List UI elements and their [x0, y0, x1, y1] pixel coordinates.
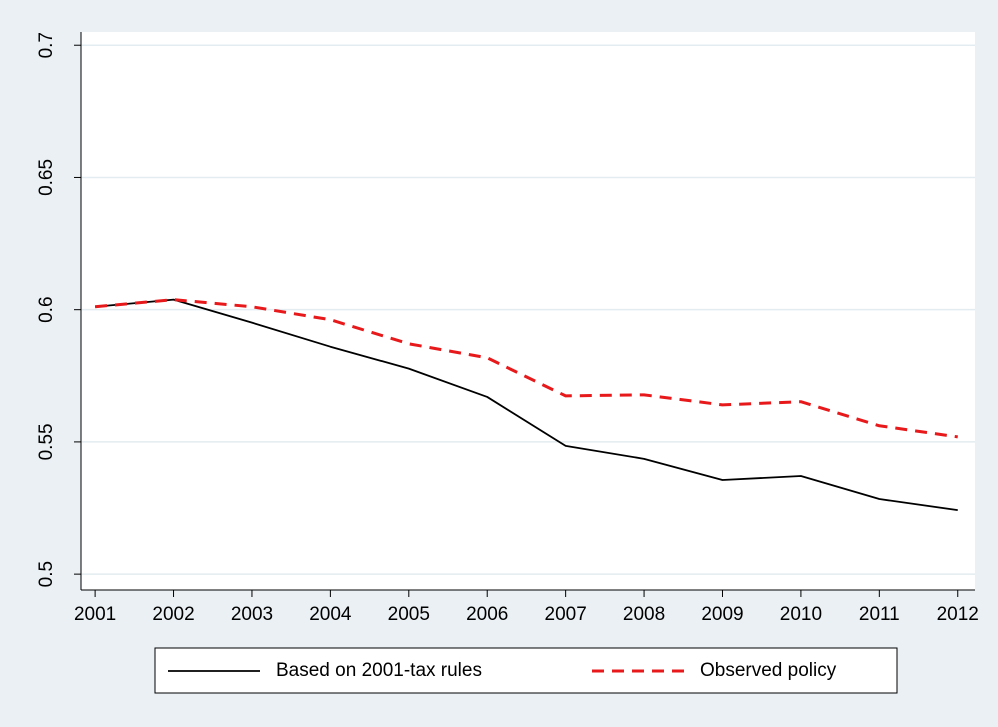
y-tick-label: 0.5	[36, 561, 57, 587]
x-tick-label: 2005	[388, 604, 430, 625]
y-tick-label: 0.7	[36, 32, 57, 58]
x-tick-label: 2002	[152, 604, 194, 625]
y-tick-label: 0.6	[36, 296, 57, 322]
x-tick-label: 2003	[231, 604, 273, 625]
x-tick-label: 2012	[937, 604, 979, 625]
x-tick-label: 2004	[309, 604, 352, 625]
x-tick-label: 2006	[466, 604, 508, 625]
x-tick-label: 2007	[545, 604, 587, 625]
x-tick-label: 2011	[859, 604, 900, 625]
legend-box	[154, 647, 898, 694]
x-tick-label: 2009	[701, 604, 743, 625]
y-tick-label: 0.55	[36, 423, 57, 460]
x-tick-label: 2010	[780, 604, 822, 625]
legend-label: Based on 2001-tax rules	[276, 660, 482, 681]
series-line	[94, 298, 958, 439]
y-tick-label: 0.65	[36, 159, 57, 196]
legend-label: Observed policy	[700, 660, 837, 681]
plot-area	[81, 32, 975, 590]
series-line	[95, 298, 958, 512]
x-tick-label: 2008	[623, 604, 665, 625]
x-tick-label: 2001	[74, 604, 116, 625]
